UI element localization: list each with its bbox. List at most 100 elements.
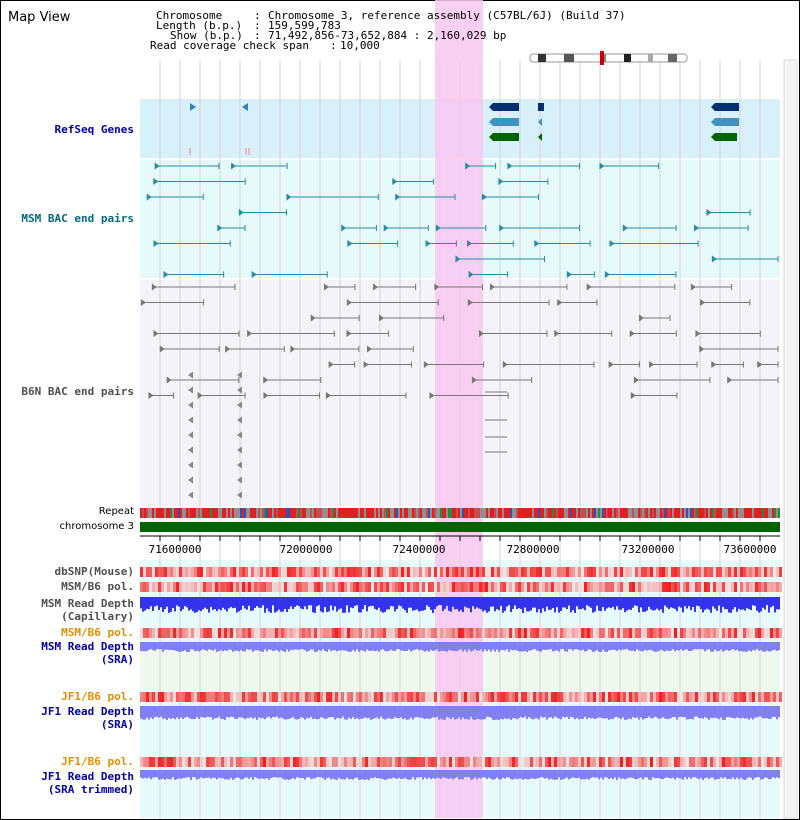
msm-capillary-depth-bar [728,597,730,613]
repeat-element [640,508,642,518]
msm-b6-pol-2-heat-cell [668,628,671,638]
jf1-b6-pol-2-heat-cell [749,757,752,767]
jf1-b6-pol-heat-cell [161,692,164,702]
refseq-gene[interactable] [715,118,739,126]
jf1-depth-bar [440,706,442,719]
track-label-jf1-depth-1[interactable]: JF1 Read Depth [41,705,134,718]
chromosome-ideogram[interactable] [529,53,688,63]
refseq-gene[interactable] [493,118,519,126]
msm-b6-pol-heat-cell [446,582,449,592]
track-label-jf1-b6-pol-1[interactable]: JF1/B6 pol. [61,690,134,703]
msm-sra-depth-bar [472,642,474,651]
msm-sra-depth-bar [688,642,690,652]
msm-capillary-depth-bar [340,597,342,609]
msm-sra-depth-bar [604,642,606,652]
refseq-gene[interactable] [493,133,519,141]
msm-capillary-depth-bar [462,597,464,613]
msm-b6-pol-heat-cell [272,582,275,592]
msm-capillary-depth-bar [176,597,178,606]
jf1-b6-pol-heat-cell [401,692,404,702]
track-label-refseq[interactable]: RefSeq Genes [54,123,134,136]
jf1-b6-pol-2-heat-cell [716,757,719,767]
jf1-depth-bar [462,706,464,718]
msm-b6-pol-heat-cell [314,582,317,592]
msm-sra-depth-bar [764,642,766,652]
repeat-element [300,508,302,518]
track-label-jf1-depth-trim-1[interactable]: JF1 Read Depth [41,770,134,783]
jf1-trimmed-depth-bar [548,770,550,780]
jf1-depth-bar [260,706,262,719]
msm-capillary-depth-bar [532,597,534,608]
jf1-trimmed-depth-bar [500,770,502,780]
jf1-depth-bar [590,706,592,719]
msm-b6-pol-heat-cell [764,582,767,592]
dbsnp-heat-cell [161,567,164,577]
jf1-b6-pol-2-heat-cell [287,757,290,767]
msm-bac-pair-end-icon [566,271,572,278]
track-label-chromosome[interactable]: chromosome 3 [59,521,134,532]
msm-capillary-depth-bar [510,597,512,613]
msm-b6-pol-2-heat-cell [749,628,752,638]
msm-capillary-depth-bar [434,597,436,610]
track-label-dbsnp[interactable]: dbSNP(Mouse) [54,565,134,578]
dbsnp-heat-cell [713,567,716,577]
repeat-element [650,508,652,518]
vertical-scrollbar[interactable] [783,59,798,819]
jf1-trimmed-depth-bar [624,770,626,780]
refseq-gene[interactable] [715,103,739,111]
msm-b6-pol-heat-cell [626,582,629,592]
track-label-msm-bac[interactable]: MSM BAC end pairs [21,212,134,225]
msm-b6-pol-2-heat-cell [440,628,443,638]
repeat-element [358,508,360,518]
track-label-repeat[interactable]: Repeat [98,506,134,517]
dbsnp-heat-cell [647,567,650,577]
track-label-msm-b6-pol-2[interactable]: MSM/B6 pol. [61,626,134,639]
gene-marker[interactable] [538,118,542,126]
jf1-depth-bar [164,706,166,719]
b6n-bac-pair-end-icon [140,299,146,306]
msm-sra-depth-bar [562,642,564,650]
msm-sra-depth-bar [710,642,712,652]
jf1-b6-pol-heat-cell [407,692,410,702]
jf1-depth-bar [594,706,596,720]
gene-marker[interactable] [242,103,248,111]
msm-b6-pol-2-heat-cell [347,628,350,638]
track-label-msm-depth-cap-1[interactable]: MSM Read Depth [41,597,134,610]
msm-b6-pol-2-heat-cell [185,628,188,638]
chromosome-band[interactable] [140,522,780,532]
msm-sra-depth-bar [392,642,394,651]
dbsnp-heat-cell [173,567,176,577]
msm-sra-depth-bar [596,642,598,651]
msm-b6-pol-heat-cell [281,582,284,592]
msm-b6-pol-heat-cell [749,582,752,592]
refseq-gene[interactable] [715,133,737,141]
dbsnp-heat-cell [299,567,302,577]
jf1-b6-pol-2-heat-cell [314,757,317,767]
jf1-depth-bar [194,706,196,720]
refseq-gene[interactable] [493,103,519,111]
jf1-b6-pol-2-heat-cell [590,757,593,767]
repeat-element [242,508,244,518]
jf1-b6-pol-heat-cell [233,692,236,702]
selected-region-highlight[interactable] [435,0,483,818]
track-label-msm-depth-sra-1[interactable]: MSM Read Depth [41,640,134,653]
jf1-b6-pol-heat-cell [734,692,737,702]
track-label-jf1-b6-pol-2[interactable]: JF1/B6 pol. [61,755,134,768]
gene-marker[interactable] [538,103,544,111]
gene-marker[interactable] [190,103,196,111]
msm-capillary-depth-bar [180,597,182,612]
jf1-depth-bar [478,706,480,720]
jf1-trimmed-depth-bar [386,770,388,780]
jf1-b6-pol-2-heat-cell [485,757,488,767]
msm-bac-pair-end-icon [711,255,717,263]
msm-b6-pol-2-heat-cell [452,628,455,638]
track-label-msm-b6-pol-1[interactable]: MSM/B6 pol. [61,580,134,593]
track-label-b6n-bac[interactable]: B6N BAC end pairs [21,385,134,398]
gene-marker[interactable] [538,133,542,141]
msm-b6-pol-heat-cell [584,582,587,592]
repeat-element [504,508,506,518]
msm-sra-depth-bar [270,642,272,650]
jf1-b6-pol-heat-cell [527,692,530,702]
jf1-b6-pol-heat-cell [173,692,176,702]
